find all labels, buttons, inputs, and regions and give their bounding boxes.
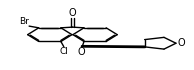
Text: Cl: Cl bbox=[60, 47, 68, 56]
Text: O: O bbox=[69, 8, 76, 18]
Text: O: O bbox=[77, 47, 85, 57]
Text: O: O bbox=[178, 38, 185, 48]
Text: Br: Br bbox=[19, 17, 29, 26]
